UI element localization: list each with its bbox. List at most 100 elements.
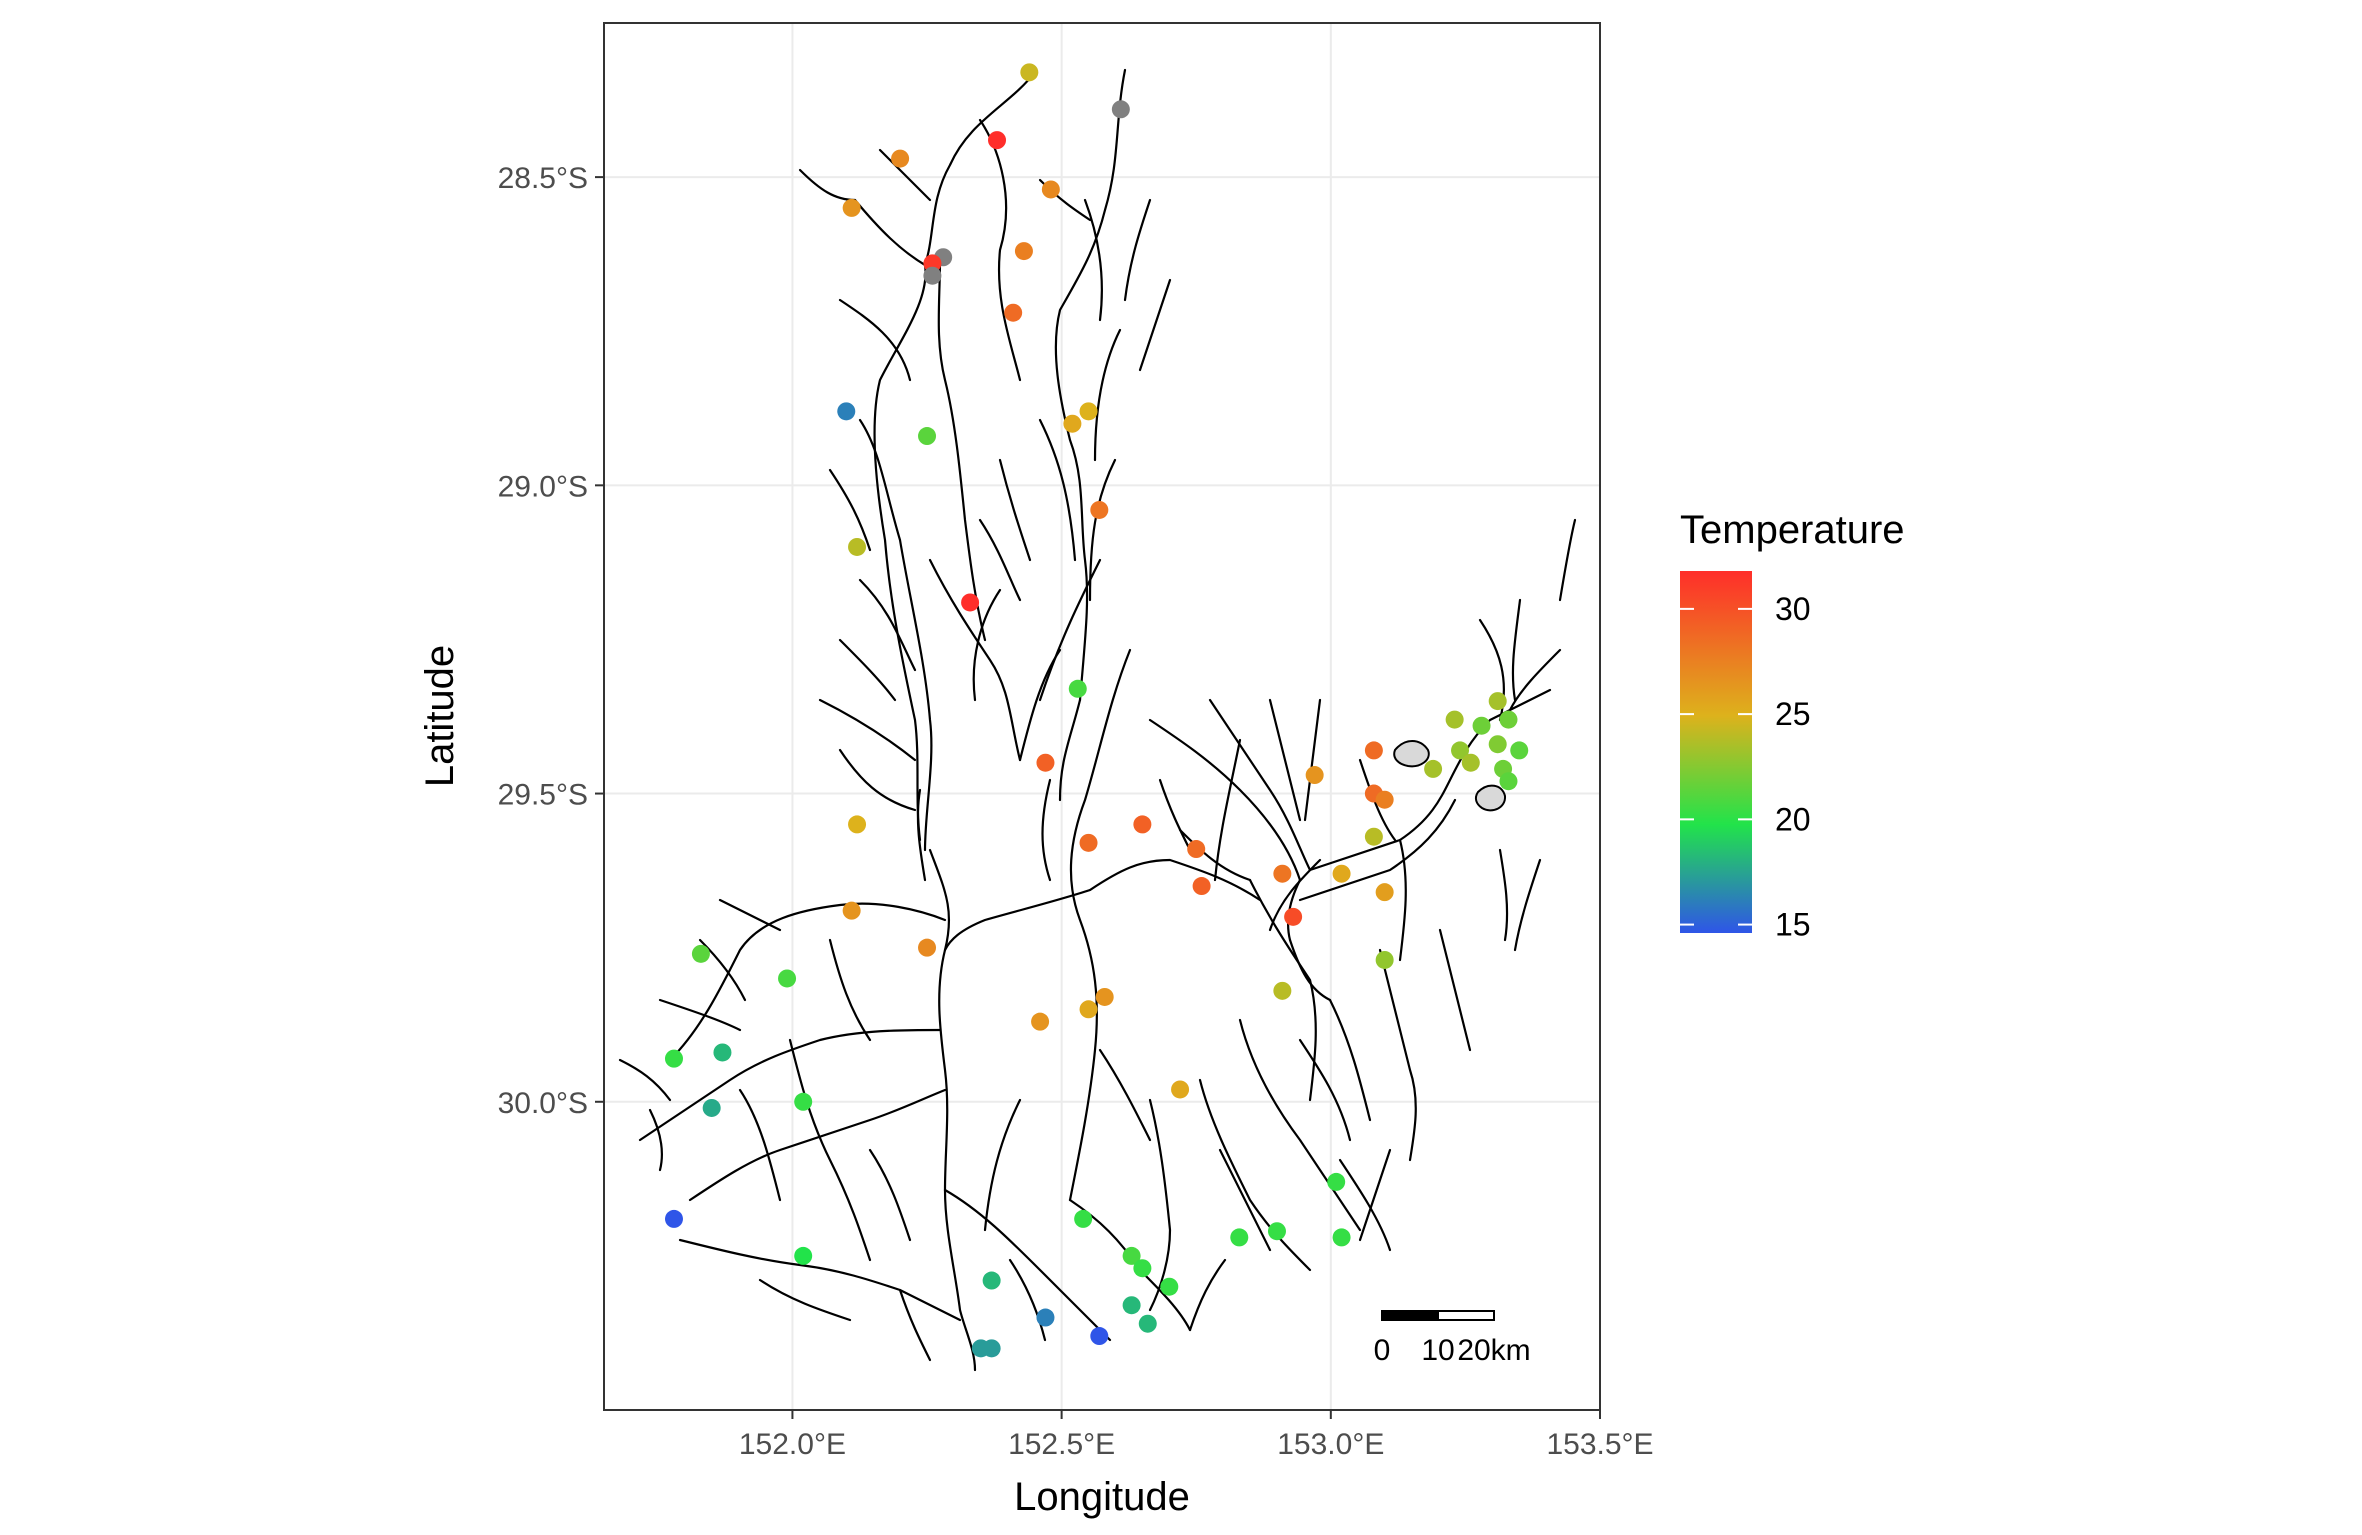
temperature-point	[691, 944, 710, 963]
temperature-point	[1111, 100, 1130, 119]
scale-label-10: 10	[1421, 1334, 1454, 1367]
temperature-point	[1445, 710, 1464, 729]
river-line	[828, 468, 872, 552]
river-line	[983, 1098, 1022, 1232]
temperature-point	[1488, 692, 1507, 711]
y-axis: 28.5°S 29.0°S 29.5°S 30.0°S	[498, 162, 604, 1120]
temperature-point	[1020, 63, 1039, 82]
temperature-point	[1375, 883, 1394, 902]
scale-bar-segment-black	[1381, 1310, 1439, 1321]
temperature-point	[1079, 1000, 1098, 1019]
river-line	[688, 1088, 947, 1202]
temperature-point	[1041, 180, 1060, 199]
legend-tick-label: 20	[1775, 801, 1811, 837]
river-line	[788, 1038, 872, 1262]
temperature-point	[664, 1049, 683, 1068]
legend-colorbar	[1680, 571, 1752, 933]
river-line	[1068, 648, 1132, 1202]
temperature-point	[1079, 833, 1098, 852]
temperature-point	[1499, 772, 1518, 791]
y-tick-label: 29.5°S	[498, 779, 588, 812]
plot-panel: 0 10 20km	[603, 22, 1601, 1411]
temperature-point	[1192, 877, 1211, 896]
river-line	[1511, 598, 1522, 702]
temperature-point	[891, 149, 910, 168]
river-line	[738, 1088, 782, 1202]
river-line	[978, 518, 1022, 602]
river-line	[1038, 558, 1102, 702]
temperature-point	[848, 537, 867, 556]
river-line	[758, 1278, 852, 1322]
temperature-point	[1375, 950, 1394, 969]
river-line	[1148, 1098, 1172, 1312]
river-line	[1083, 198, 1103, 322]
river-line	[943, 1188, 1112, 1342]
temperature-point	[1230, 1228, 1249, 1247]
lake-shape	[1474, 784, 1507, 812]
temperature-point	[1122, 1246, 1141, 1265]
river-line	[1123, 198, 1152, 302]
river-line	[1298, 798, 1457, 902]
river-line	[923, 70, 1037, 267]
river-line	[916, 788, 927, 882]
temperature-point	[664, 1209, 683, 1228]
river-line	[1041, 778, 1052, 882]
temperature-point	[982, 1339, 1001, 1358]
temperature-point	[848, 815, 867, 834]
river-line	[1054, 68, 1127, 702]
legend-title: Temperature	[1680, 508, 1905, 552]
river-line	[1268, 698, 1302, 822]
river-line	[1298, 1038, 1352, 1142]
river-line	[1378, 948, 1417, 1162]
temperature-point	[1461, 753, 1480, 772]
river-line	[818, 698, 917, 762]
temperature-point	[918, 427, 937, 446]
river-line	[1558, 518, 1577, 602]
temperature-point	[1424, 759, 1443, 778]
river-line	[1498, 848, 1509, 942]
legend-tick-label: 15	[1775, 907, 1811, 943]
temperature-point	[1068, 679, 1087, 698]
river-network	[618, 68, 1577, 1372]
temperature-point	[713, 1043, 732, 1062]
temperature-point	[1327, 1172, 1346, 1191]
river-line	[858, 418, 933, 852]
scale-label-0: 0	[1374, 1334, 1391, 1367]
temperature-point	[1499, 710, 1518, 729]
river-line	[1288, 938, 1332, 1002]
x-axis-title: Longitude	[1014, 1475, 1190, 1519]
temperature-point	[923, 254, 942, 273]
temperature-point	[1122, 1296, 1141, 1315]
temperature-point	[1074, 1209, 1093, 1228]
river-line	[1268, 858, 1322, 932]
river-line	[838, 748, 917, 812]
panel-background	[604, 23, 1600, 1410]
river-line	[928, 848, 977, 1372]
temperature-point	[1090, 500, 1109, 519]
river-line	[878, 148, 932, 202]
lakes	[1393, 740, 1507, 812]
river-line	[718, 898, 782, 932]
panel-border	[603, 22, 1601, 1411]
temperature-point	[778, 969, 797, 988]
river-line	[1208, 698, 1312, 872]
x-tick-label: 152.0°E	[739, 1428, 846, 1461]
river-line	[1358, 1148, 1392, 1242]
river-line	[998, 458, 1032, 562]
temperature-point	[1171, 1080, 1190, 1099]
temperature-point	[1138, 1314, 1157, 1333]
river-line	[1138, 278, 1172, 372]
temperature-point	[1364, 741, 1383, 760]
river-line	[1328, 998, 1372, 1122]
temperature-point	[1273, 864, 1292, 883]
river-line	[698, 938, 747, 1002]
river-line	[838, 298, 912, 382]
river-line	[1188, 1258, 1227, 1332]
river-line	[1158, 778, 1192, 852]
x-tick-label: 153.0°E	[1277, 1428, 1384, 1461]
temperature-point	[1332, 864, 1351, 883]
river-line	[658, 998, 742, 1032]
legend-tick-label: 30	[1775, 591, 1811, 627]
x-tick-label: 153.5°E	[1546, 1428, 1653, 1461]
